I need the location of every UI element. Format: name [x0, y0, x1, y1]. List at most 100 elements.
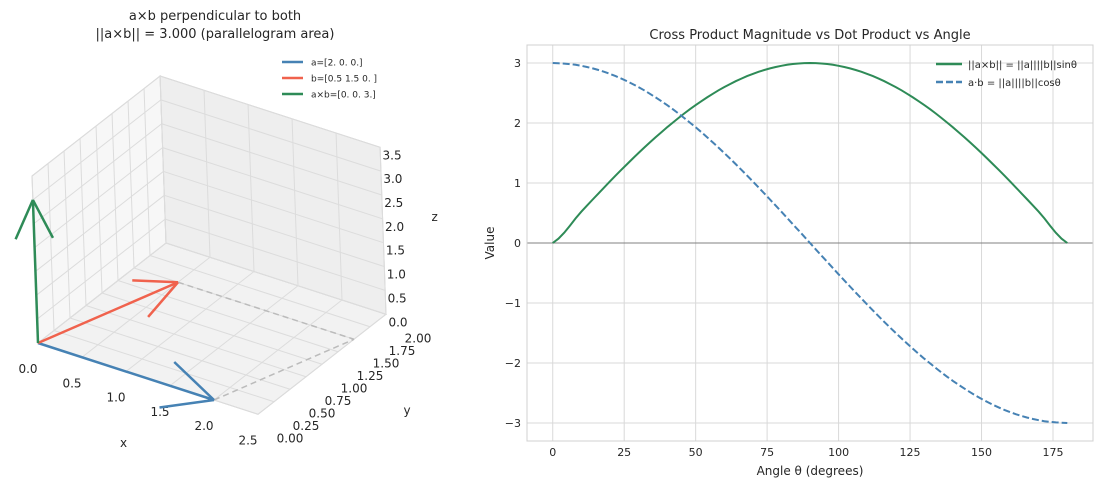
floor-grid-y [69, 317, 291, 390]
back-grid-z [164, 218, 386, 291]
parallelogram-edge [213, 338, 355, 401]
back-grid-z [164, 194, 385, 268]
legend-label: a×b=[0. 0. 3.] [311, 91, 376, 101]
left-grid-z [37, 242, 167, 344]
z-tick-label: 1.0 [387, 268, 406, 282]
x-tick-label: 25 [617, 446, 631, 459]
x-tick-label: 1.5 [150, 405, 169, 419]
legend-label: ||a×b|| = ||a||||b||sinθ [968, 60, 1077, 71]
x-tick-label: 175 [1042, 446, 1063, 459]
back-grid-x [379, 147, 387, 315]
vector-2 [31, 199, 40, 344]
back-grid-x [291, 118, 299, 286]
vector-0 [37, 341, 215, 402]
y-tick-label: 0 [514, 237, 521, 250]
x-tick-label: 125 [900, 446, 921, 459]
y-tick-label: −1 [505, 297, 521, 310]
left-grid-y [95, 126, 103, 294]
x-tick-label: 150 [971, 446, 992, 459]
left-grid-z [36, 218, 166, 320]
z-tick-label: 3.5 [383, 148, 402, 162]
back-grid-z [165, 242, 387, 315]
y-tick-label: 1 [514, 177, 521, 190]
left-grid-y [127, 101, 135, 269]
y-tick-label: 3 [514, 57, 521, 70]
left-grid-z [34, 147, 163, 248]
left-grid-y [63, 151, 71, 319]
floor-grid-y [133, 267, 355, 340]
x-tick-label: 1.0 [106, 391, 125, 405]
legend-label: a=[2. 0. 0.] [311, 59, 363, 69]
x-tick-label: 2.5 [238, 433, 257, 447]
x-tick-label: 50 [689, 446, 703, 459]
z-tick-label: 0.5 [388, 291, 407, 305]
vector-1 [37, 281, 179, 345]
line-subplot: Cross Product Magnitude vs Dot Product v… [483, 28, 1094, 478]
y-tick-label: 0.50 [309, 406, 336, 420]
left-grid-z [35, 171, 164, 272]
3d-subtitle: ||a×b|| = 3.000 (parallelogram area) [96, 27, 335, 42]
y-tick-label: −3 [505, 417, 521, 430]
x-tick-label: 0.5 [62, 376, 81, 390]
x-axis-label: x [120, 436, 127, 450]
z-tick-label: 2.5 [384, 196, 403, 210]
y-tick-label: 2.00 [405, 331, 432, 345]
series-line-0 [552, 61, 1068, 244]
vector-arrowhead [14, 199, 35, 240]
x-axis-label: Angle θ (degrees) [757, 464, 864, 478]
back-grid-z [159, 75, 381, 148]
left-grid-y [111, 113, 119, 281]
3d-title: a×b perpendicular to both [129, 9, 301, 24]
left-grid-z [33, 123, 163, 225]
floor-grid-y [149, 255, 371, 328]
y-tick-label: 1.25 [357, 369, 384, 383]
back-grid-z [162, 147, 383, 220]
x-tick-label: 0.0 [18, 362, 37, 376]
z-axis-label: z [431, 210, 437, 224]
back-grid-z [161, 123, 382, 196]
y-axis-label: y [403, 403, 410, 417]
3d-subplot: a×b perpendicular to both ||a×b|| = 3.00… [14, 9, 438, 450]
back-grid-z [163, 170, 384, 244]
line-title: Cross Product Magnitude vs Dot Product v… [649, 28, 970, 43]
z-tick-label: 2.0 [385, 220, 404, 234]
vector-arrowhead [159, 398, 215, 409]
vector-arrowhead [147, 281, 179, 318]
x-tick-label: 2.0 [194, 419, 213, 433]
back-grid-z [160, 99, 382, 172]
parallelogram-edge [177, 281, 355, 340]
left-grid-y [143, 88, 151, 256]
z-tick-label: 1.5 [386, 244, 405, 258]
back-grid-x [203, 90, 211, 258]
vector-arrowhead [31, 199, 55, 239]
y-tick-label: 2 [514, 117, 521, 130]
series-line-1 [552, 62, 1068, 424]
left-grid-z [32, 99, 162, 201]
y-tick-label: 1.00 [341, 381, 368, 395]
y-tick-label: 0.25 [293, 419, 320, 433]
plot-frame [526, 44, 1094, 442]
y-tick-label: 0.00 [277, 431, 304, 445]
vector-arrowhead [132, 279, 179, 284]
back-grid-x [247, 104, 255, 272]
left-grid-y [47, 163, 55, 331]
floor-grid-y [85, 305, 307, 378]
back-grid-x [335, 133, 343, 301]
z-tick-label: 3.0 [383, 172, 402, 186]
left-grid-y [79, 138, 87, 306]
legend-label: a·b = ||a||||b||cosθ [968, 78, 1061, 89]
y-axis-label: Value [483, 227, 497, 260]
z-tick-label: 0.0 [388, 315, 407, 329]
legend-label: b=[0.5 1.5 0. ] [311, 75, 377, 85]
y-tick-label: 1.75 [389, 344, 416, 358]
y-tick-label: 0.75 [325, 394, 352, 408]
left-grid-z [35, 194, 165, 296]
left-grid-z [31, 75, 161, 177]
y-tick-label: −2 [505, 357, 521, 370]
floor-grid-y [101, 292, 323, 365]
x-tick-label: 100 [828, 446, 849, 459]
vector-arrowhead [173, 361, 215, 401]
y-tick-label: 1.50 [373, 356, 400, 370]
